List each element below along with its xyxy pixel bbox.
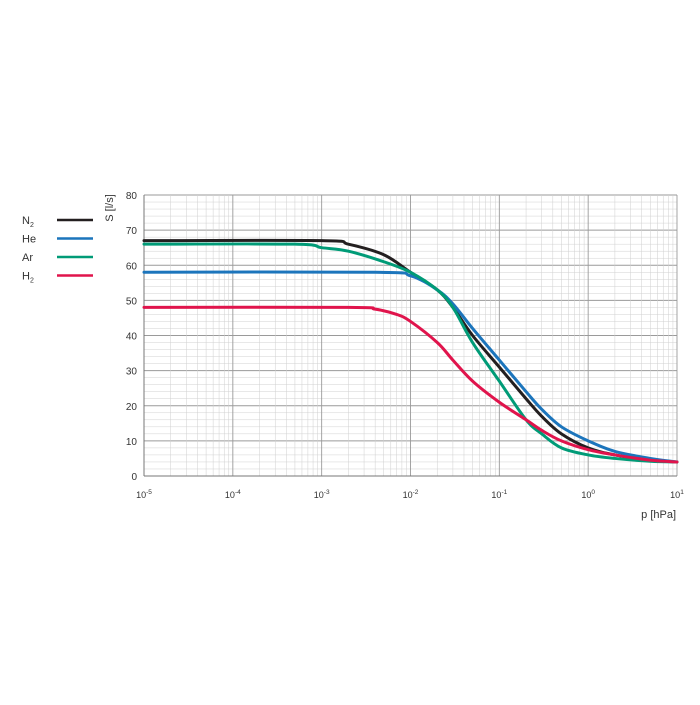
y-axis-label: S [l/s] (104, 194, 116, 222)
x-tick-label: 10-3 (314, 489, 330, 500)
series-layer (142, 238, 679, 464)
series-line-h2 (142, 305, 679, 464)
x-tick-label: 101 (670, 489, 684, 500)
x-tick-label: 10-5 (136, 489, 152, 500)
x-axis-label: p [hPa] (641, 509, 676, 521)
series-line-he (142, 270, 679, 464)
y-tick-label: 0 (131, 472, 137, 483)
legend-item: H2 (22, 271, 93, 285)
y-tick-label: 30 (126, 367, 138, 378)
x-tick-label: 100 (581, 489, 595, 500)
legend-label: He (22, 234, 36, 246)
y-tick-label: 60 (126, 261, 138, 272)
legend-label: Ar (22, 252, 33, 264)
y-tick-label: 10 (126, 437, 138, 448)
series-line-ar (142, 242, 679, 464)
y-tick-label: 80 (126, 191, 138, 202)
y-tick-label: 50 (126, 296, 138, 307)
y-tick-label: 20 (126, 402, 138, 413)
legend-label: H2 (22, 271, 34, 285)
y-tick-label: 40 (126, 332, 138, 343)
legend-item: He (22, 234, 93, 246)
legend-label: N2 (22, 215, 34, 229)
x-tick-label: 10-4 (225, 489, 241, 500)
legend-item: Ar (22, 252, 93, 264)
x-tick-label: 10-1 (491, 489, 507, 500)
x-tick-label: 10-2 (403, 489, 419, 500)
grid-layer (143, 194, 678, 477)
y-tick-label: 70 (126, 226, 138, 237)
legend-item: N2 (22, 215, 93, 229)
legend: N2 He Ar H2 (22, 215, 93, 285)
